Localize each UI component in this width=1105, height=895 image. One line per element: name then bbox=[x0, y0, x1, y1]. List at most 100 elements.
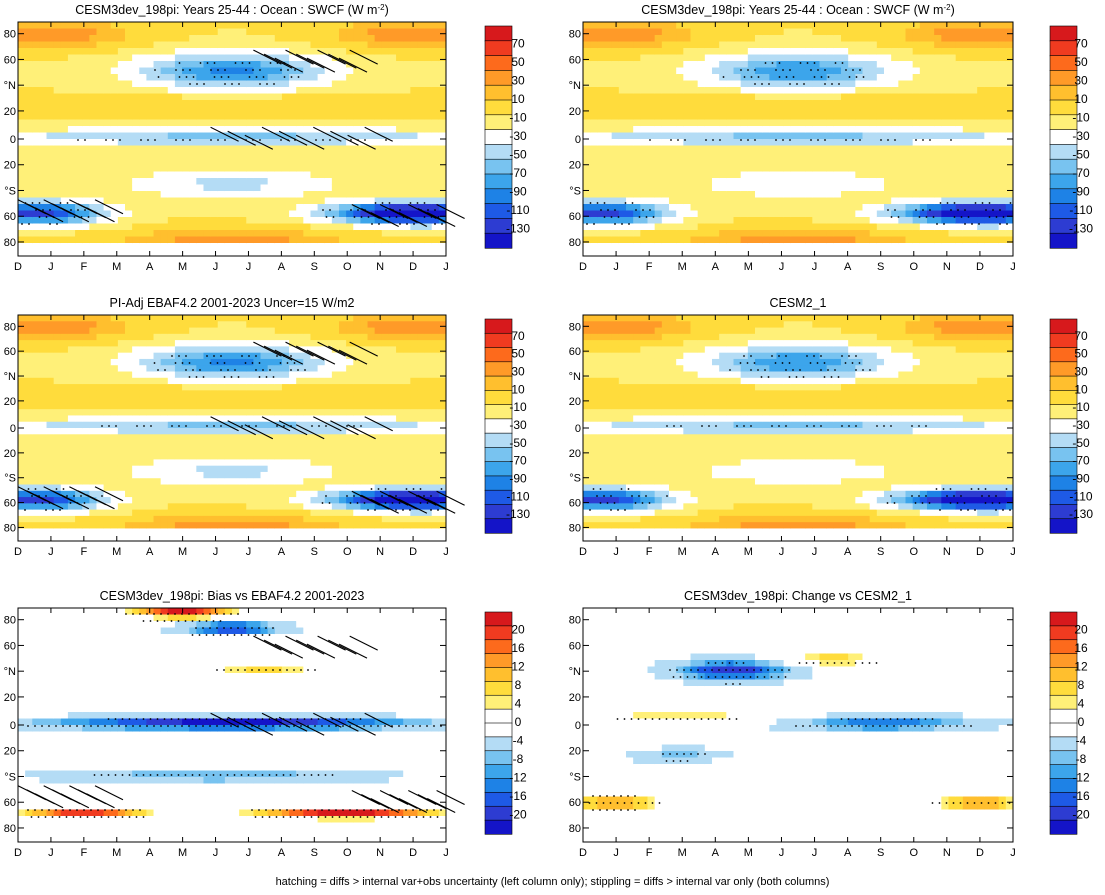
heatmap-cell bbox=[182, 80, 190, 88]
heatmap-cell bbox=[331, 171, 340, 179]
heatmap-cell bbox=[260, 204, 269, 211]
heatmap-cell bbox=[876, 152, 885, 159]
heatmap-cell bbox=[905, 28, 914, 36]
heatmap-cell bbox=[189, 80, 197, 88]
heatmap-cell bbox=[912, 152, 921, 159]
heatmap-cell bbox=[898, 217, 906, 224]
heatmap-cell bbox=[353, 106, 361, 114]
heatmap-cell bbox=[647, 132, 656, 140]
heatmap-cell bbox=[726, 217, 734, 224]
heatmap-cell bbox=[855, 126, 863, 133]
heatmap-cell bbox=[998, 204, 1007, 211]
heatmap-cell bbox=[719, 22, 727, 29]
heatmap-cell bbox=[360, 171, 368, 179]
heatmap-cell bbox=[676, 139, 684, 146]
heatmap-cell bbox=[647, 22, 656, 29]
heatmap-cell bbox=[755, 61, 763, 68]
heatmap-cell bbox=[977, 35, 985, 42]
heatmap-cell bbox=[317, 191, 326, 198]
heatmap-cell bbox=[125, 249, 133, 257]
heatmap-cell bbox=[683, 243, 691, 250]
heatmap-cell bbox=[583, 139, 591, 146]
hatch-line bbox=[306, 57, 336, 73]
heatmap-cell bbox=[654, 145, 663, 153]
heatmap-cell bbox=[626, 126, 634, 133]
heatmap-cell bbox=[769, 197, 777, 205]
heatmap-cell bbox=[841, 171, 849, 179]
colorbar-swatch bbox=[484, 25, 513, 42]
stipple-dot bbox=[985, 209, 987, 211]
heatmap-cell bbox=[217, 119, 226, 127]
x-tick-label: A bbox=[844, 261, 852, 273]
heatmap-cell bbox=[654, 139, 663, 146]
heatmap-cell bbox=[46, 100, 55, 107]
heatmap-cell bbox=[18, 315, 26, 322]
heatmap-cell bbox=[239, 61, 247, 68]
heatmap-cell bbox=[783, 184, 792, 192]
heatmap-cell bbox=[1005, 197, 1014, 205]
heatmap-cell bbox=[174, 113, 183, 120]
heatmap-cell bbox=[75, 74, 83, 81]
heatmap-cell bbox=[46, 428, 55, 435]
stipple-dot bbox=[677, 139, 679, 141]
heatmap-cell bbox=[819, 236, 828, 244]
heatmap-cell bbox=[683, 87, 691, 94]
heatmap-cell bbox=[733, 184, 742, 192]
heatmap-cell bbox=[46, 165, 55, 172]
heatmap-cell bbox=[424, 204, 433, 211]
heatmap-cell bbox=[146, 145, 154, 153]
heatmap-cell bbox=[626, 249, 634, 257]
heatmap-cell bbox=[32, 223, 40, 231]
heatmap-cell bbox=[303, 106, 311, 114]
heatmap-cell bbox=[75, 217, 83, 224]
heatmap-cell bbox=[955, 48, 964, 55]
heatmap-cell bbox=[597, 223, 605, 231]
heatmap-cell bbox=[848, 191, 856, 198]
heatmap-cell bbox=[618, 178, 627, 185]
heatmap-cell bbox=[654, 74, 663, 81]
heatmap-cell bbox=[303, 28, 311, 36]
stipple-dot bbox=[262, 76, 265, 78]
heatmap-cell bbox=[39, 204, 47, 211]
heatmap-cell bbox=[374, 126, 383, 133]
heatmap-cell bbox=[289, 139, 297, 146]
heatmap-cell bbox=[353, 184, 361, 192]
heatmap-cell bbox=[431, 158, 440, 166]
heatmap-cell bbox=[991, 249, 1000, 257]
heatmap-cell bbox=[196, 210, 204, 218]
heatmap-cell bbox=[410, 35, 418, 42]
heatmap-cell bbox=[719, 236, 727, 244]
heatmap-cell bbox=[117, 100, 126, 107]
heatmap-cell bbox=[317, 113, 326, 120]
heatmap-cell bbox=[862, 87, 871, 94]
heatmap-cell bbox=[611, 67, 620, 75]
stippling bbox=[21, 62, 443, 225]
heatmap-cell bbox=[53, 41, 62, 49]
heatmap-cell bbox=[769, 22, 777, 29]
heatmap-cell bbox=[898, 113, 906, 120]
heatmap-cell bbox=[826, 243, 835, 250]
heatmap-cell bbox=[970, 61, 978, 68]
heatmap-cell bbox=[955, 22, 964, 29]
heatmap-cell bbox=[367, 139, 376, 146]
heatmap-cell bbox=[153, 165, 162, 172]
heatmap-cell bbox=[39, 390, 47, 398]
heatmap-cell bbox=[955, 54, 964, 62]
heatmap-cell bbox=[317, 230, 326, 237]
heatmap-cell bbox=[89, 48, 97, 55]
heatmap-cell bbox=[583, 35, 591, 42]
heatmap-cell bbox=[167, 74, 176, 81]
heatmap-cell bbox=[438, 41, 447, 49]
colorbar-label: -10 bbox=[509, 111, 527, 125]
heatmap-cell bbox=[32, 402, 40, 410]
heatmap-cell bbox=[690, 204, 699, 211]
heatmap-cell bbox=[182, 126, 190, 133]
stipple-dot bbox=[719, 139, 721, 141]
heatmap-cell bbox=[669, 139, 677, 146]
heatmap-cell bbox=[798, 67, 806, 75]
heatmap-cell bbox=[833, 126, 842, 133]
heatmap-cell bbox=[410, 139, 418, 146]
heatmap-cell bbox=[167, 165, 176, 172]
heatmap-cell bbox=[132, 243, 140, 250]
heatmap-cell bbox=[833, 158, 842, 166]
